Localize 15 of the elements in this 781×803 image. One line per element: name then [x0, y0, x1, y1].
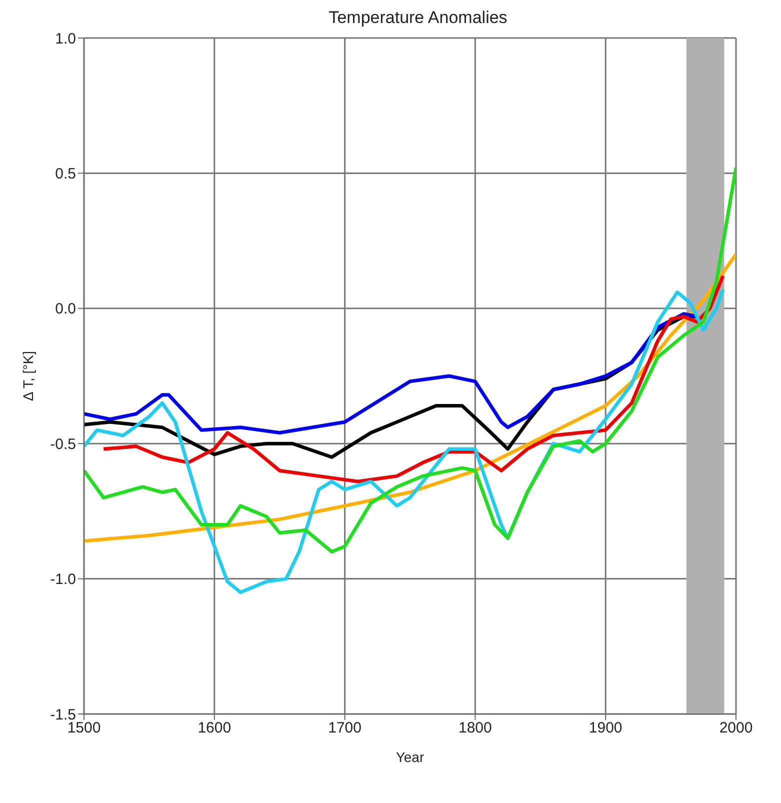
y-axis-title: Δ T, [°K] [20, 351, 36, 401]
chart-title: Temperature Anomalies [328, 8, 508, 28]
x-tick-label: 1600 [198, 720, 232, 737]
x-tick-label: 2000 [719, 720, 753, 737]
line-series [84, 166, 736, 554]
y-tick-label: -0.5 [50, 436, 76, 453]
x-axis-title: Year [396, 749, 424, 765]
x-tick-label: 1800 [458, 720, 492, 737]
x-tick-label: 1700 [328, 720, 362, 737]
x-tick-label: 1900 [588, 720, 622, 737]
y-tick-label: 1.0 [55, 30, 76, 48]
y-tick-label: 0.5 [55, 166, 76, 183]
y-tick-label: -1.0 [50, 571, 76, 588]
y-tick-label: 0.0 [55, 300, 76, 318]
line-series [102, 274, 725, 484]
